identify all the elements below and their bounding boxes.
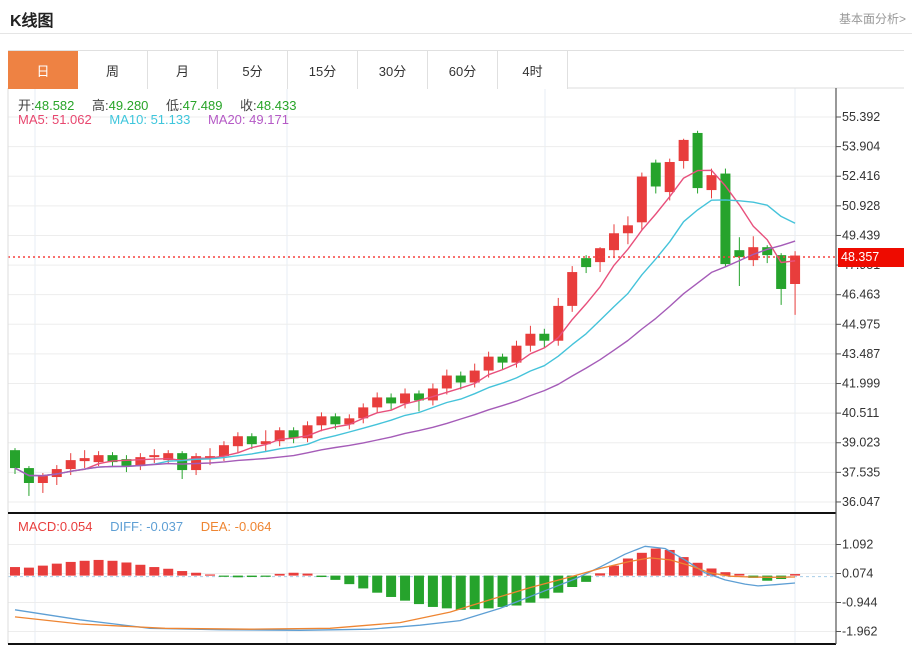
svg-text:44.975: 44.975 [842,317,880,331]
dea-pair: DEA: -0.064 [200,519,272,534]
svg-text:1.092: 1.092 [842,537,873,551]
header-divider [0,33,912,34]
page-title: K线图 [10,13,54,30]
macd-legend: MACD:0.054 DIFF: -0.037 DEA: -0.064 [18,519,286,534]
tab-5分[interactable]: 5分 [218,51,288,89]
svg-text:46.463: 46.463 [842,288,880,302]
svg-text:-1.962: -1.962 [842,624,877,638]
ohlc-legend: 开:48.582 高:49.280 低:47.489 收:48.433 [18,95,310,114]
tab-日[interactable]: 日 [8,51,78,89]
low-pair: 低:47.489 [166,98,223,113]
macd-pair: MACD:0.054 [18,519,93,534]
svg-text:37.535: 37.535 [842,465,880,479]
tab-15分[interactable]: 15分 [288,51,358,89]
svg-text:55.392: 55.392 [842,110,880,124]
svg-text:52.416: 52.416 [842,169,880,183]
svg-text:0.074: 0.074 [842,566,873,580]
fundamental-analysis-link[interactable]: 基本面分析> [838,12,906,26]
close-pair: 收:48.433 [240,98,297,113]
svg-text:40.511: 40.511 [842,406,879,420]
svg-text:39.023: 39.023 [842,436,880,450]
period-tabbar: 日周月 5分 15分 30分 60分 4时 [8,50,904,89]
ma-legend: MA5: 51.062 MA10: 51.133 MA20: 49.171 [18,112,303,127]
svg-text:50.928: 50.928 [842,199,880,213]
tab-周[interactable]: 周 [78,51,148,89]
tab-30分[interactable]: 30分 [358,51,428,89]
open-pair: 开:48.582 [18,98,75,113]
svg-text:41.999: 41.999 [842,377,880,391]
svg-text:43.487: 43.487 [842,347,880,361]
last-price-badge: 48.357 [838,248,904,267]
tab-月[interactable]: 月 [148,51,218,89]
ma5-pair: MA5: 51.062 [18,112,92,127]
tab-60分[interactable]: 60分 [428,51,498,89]
svg-text:-0.944: -0.944 [842,595,877,609]
diff-pair: DIFF: -0.037 [110,519,184,534]
svg-text:36.047: 36.047 [842,495,880,509]
tab-4时[interactable]: 4时 [498,51,568,89]
svg-text:49.439: 49.439 [842,228,880,242]
svg-text:53.904: 53.904 [842,140,880,154]
ma20-pair: MA20: 49.171 [207,112,289,127]
ma10-pair: MA10: 51.133 [109,112,191,127]
high-pair: 高:49.280 [92,98,149,113]
